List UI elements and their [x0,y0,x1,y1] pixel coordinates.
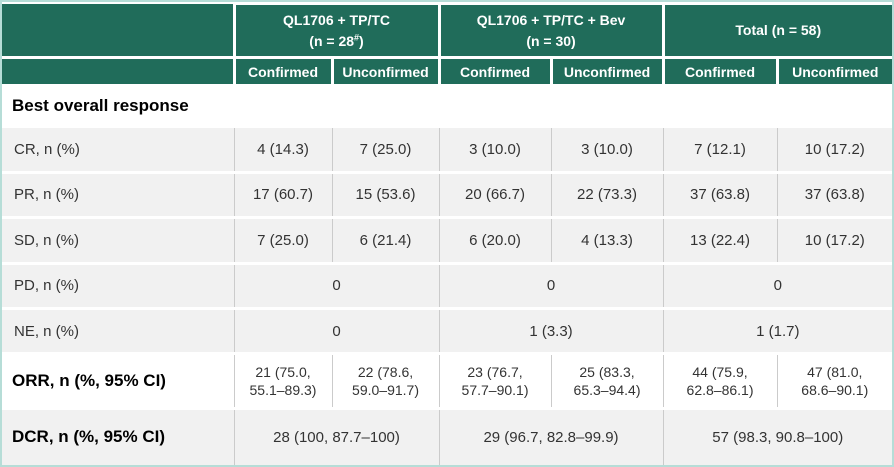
subheader-confirmed-3: Confirmed [661,56,779,87]
group-title: QL1706 + TP/TC [283,12,390,29]
cell-merged: 57 (98.3, 90.8–100) [662,406,893,465]
corner-header-cell [2,3,236,59]
cell: 4 (14.3) [233,125,333,174]
cell: 25 (83.3, 65.3–94.4) [550,352,664,410]
row-label: PR, n (%) [2,170,235,220]
cell: 22 (73.3) [550,170,664,220]
cell: 3 (10.0) [438,125,552,174]
cell: 37 (63.8) [776,170,893,220]
row-label: CR, n (%) [2,125,235,174]
section-title: Best overall response [2,83,893,129]
group-header-row: QL1706 + TP/TC (n = 28#) QL1706 + TP/TC … [2,2,893,59]
cell: 7 (12.1) [662,125,778,174]
cell: 6 (20.0) [438,216,552,265]
cell: 3 (10.0) [550,125,664,174]
cell: 44 (75.9, 62.8–86.1) [662,352,778,410]
cell: 22 (78.6, 59.0–91.7) [331,352,440,410]
cell-merged: 0 [662,261,893,311]
cell-merged: 28 (100, 87.7–100) [233,406,440,465]
row-label: NE, n (%) [2,306,235,356]
cell: 7 (25.0) [233,216,333,265]
row-label: DCR, n (%, 95% CI) [2,406,235,465]
group-title: QL1706 + TP/TC + Bev [476,12,626,29]
cell-merged: 0 [233,306,440,356]
table-row-cr: CR, n (%) 4 (14.3) 7 (25.0) 3 (10.0) 3 (… [2,125,893,174]
cell: 4 (13.3) [550,216,664,265]
cell: 15 (53.6) [331,170,440,220]
subheader-confirmed-1: Confirmed [232,56,334,87]
table-row-orr: ORR, n (%, 95% CI) 21 (75.0, 55.1–89.3) 2… [2,352,893,410]
cell: 10 (17.2) [776,125,893,174]
cell: 47 (81.0, 68.6–90.1) [776,352,893,410]
table-row-sd: SD, n (%) 7 (25.0) 6 (21.4) 6 (20.0) 4 (… [2,216,893,265]
table-row-ne: NE, n (%) 0 1 (3.3) 1 (1.7) [2,306,893,356]
cell-merged: 29 (96.7, 82.8–99.9) [438,406,664,465]
cell: 13 (22.4) [662,216,778,265]
cell: 21 (75.0, 55.1–89.3) [233,352,333,410]
cell-merged: 0 [233,261,440,311]
group-header-ql1706-tptc: QL1706 + TP/TC (n = 28#) [232,2,441,59]
cell: 7 (25.0) [331,125,440,174]
subheader-confirmed-2: Confirmed [437,56,553,87]
cell: 37 (63.8) [662,170,778,220]
group-header-total: Total (n = 58) [661,2,893,59]
group-subtitle: (n = 28#) [309,31,364,49]
cell: 23 (76.7, 57.7–90.1) [438,352,552,410]
section-row-best-overall-response: Best overall response [2,83,893,129]
cell-merged: 1 (3.3) [438,306,664,356]
cell: 6 (21.4) [331,216,440,265]
subheader-unconfirmed-2: Unconfirmed [549,56,665,87]
group-header-ql1706-tptc-bev: QL1706 + TP/TC + Bev (n = 30) [437,2,665,59]
cell-merged: 1 (1.7) [662,306,893,356]
sub-header-row: Confirmed Unconfirmed Confirmed Unconfir… [2,56,893,87]
cell: 10 (17.2) [776,216,893,265]
row-label: PD, n (%) [2,261,235,311]
row-label: ORR, n (%, 95% CI) [2,352,235,410]
table-row-pd: PD, n (%) 0 0 0 [2,261,893,311]
group-subtitle: (n = 30) [526,32,576,49]
subheader-unconfirmed-3: Unconfirmed [775,56,893,87]
row-label: SD, n (%) [2,216,235,265]
hash-superscript: # [354,31,360,42]
table-row-dcr: DCR, n (%, 95% CI) 28 (100, 87.7–100) 29… [2,406,893,465]
subheader-unconfirmed-1: Unconfirmed [330,56,441,87]
cell: 17 (60.7) [233,170,333,220]
corner-subheader-cell [2,57,236,87]
group-title: Total (n = 58) [735,22,822,39]
cell: 20 (66.7) [438,170,552,220]
table-row-pr: PR, n (%) 17 (60.7) 15 (53.6) 20 (66.7) … [2,170,893,220]
cell-merged: 0 [438,261,664,311]
